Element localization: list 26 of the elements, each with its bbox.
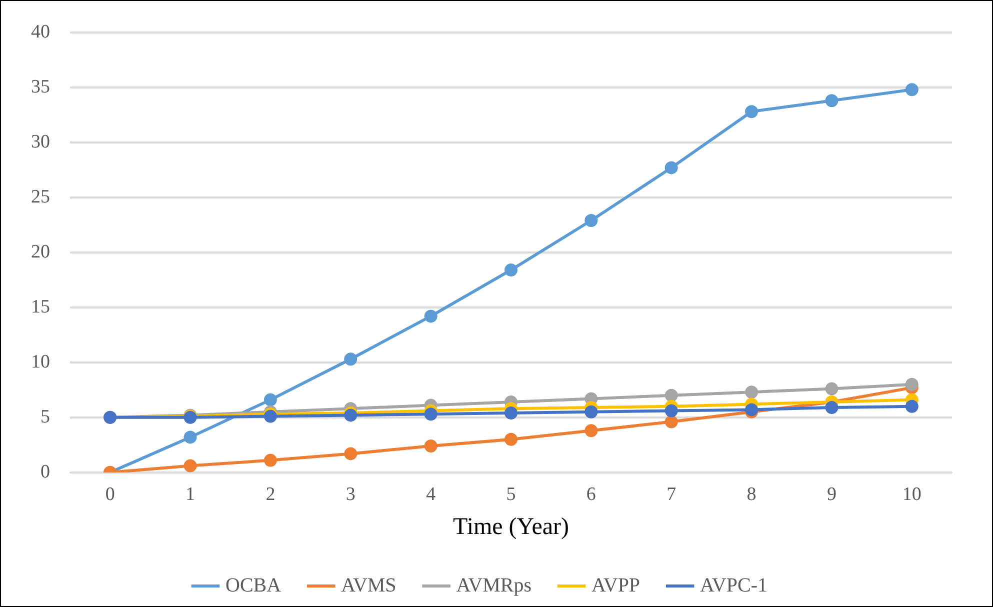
y-tick-label: 35 bbox=[31, 76, 50, 98]
y-tick-label: 40 bbox=[31, 21, 50, 42]
x-tick-label: 10 bbox=[902, 484, 922, 505]
x-tick-label: 7 bbox=[666, 484, 676, 505]
y-tick-label: 15 bbox=[31, 296, 50, 318]
y-tick-label: 30 bbox=[31, 131, 50, 152]
x-tick-label: 5 bbox=[506, 484, 516, 505]
x-tick-label: 0 bbox=[105, 484, 115, 505]
x-tick-label: 6 bbox=[586, 484, 596, 505]
y-tick-label: 20 bbox=[31, 241, 50, 262]
y-tick-label: 10 bbox=[31, 351, 50, 372]
x-tick-label: 3 bbox=[346, 484, 356, 505]
legend-label: OCBA bbox=[226, 574, 282, 596]
x-tick-label: 8 bbox=[746, 484, 756, 505]
y-tick-label: 0 bbox=[40, 461, 50, 482]
legend-label: AVMRps bbox=[456, 574, 532, 596]
x-tick-label: 2 bbox=[266, 484, 276, 505]
x-tick-label: 4 bbox=[426, 484, 436, 505]
legend-label: AVMS bbox=[341, 574, 396, 596]
legend-label: AVPC-1 bbox=[700, 574, 768, 596]
x-tick-label: 9 bbox=[826, 484, 836, 505]
y-tick-label: 5 bbox=[40, 406, 50, 428]
x-axis-title: Time (Year) bbox=[452, 514, 570, 540]
x-tick-label: 1 bbox=[186, 484, 196, 505]
y-tick-label: 25 bbox=[31, 186, 50, 208]
legend-label: AVPP bbox=[592, 574, 640, 596]
